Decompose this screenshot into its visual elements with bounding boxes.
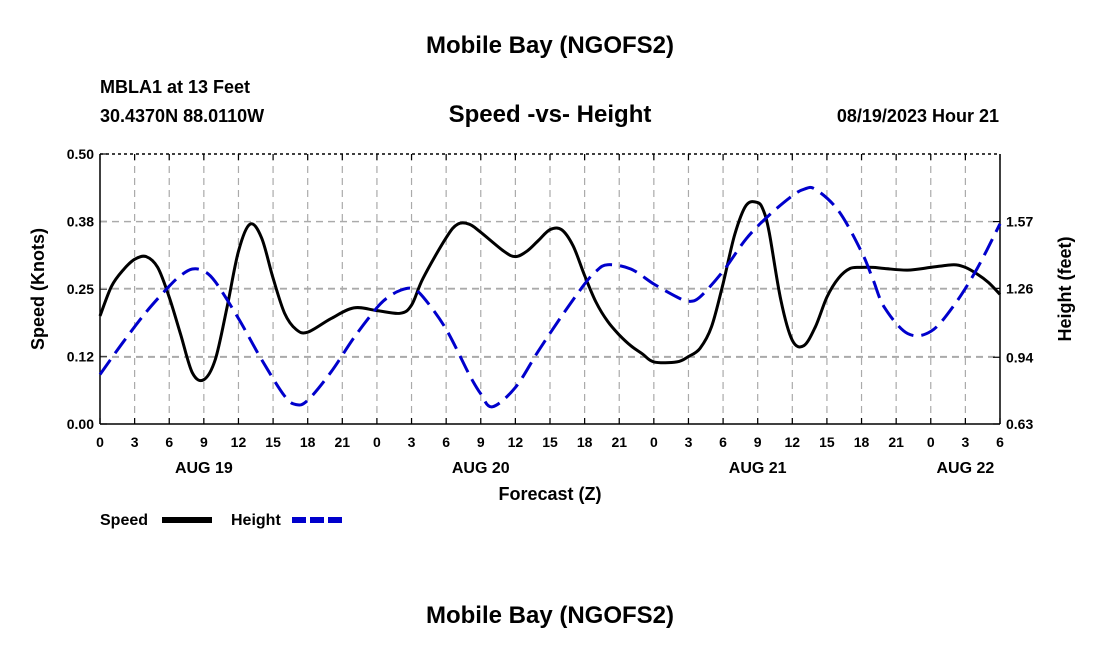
x-tick-label: 6	[719, 434, 727, 450]
x-tick-label: 12	[231, 434, 247, 450]
x-tick-label: 15	[265, 434, 281, 450]
x-tick-label: 0	[927, 434, 935, 450]
x-tick-label: 3	[961, 434, 969, 450]
page-title: Mobile Bay (NGOFS2)	[425, 32, 675, 59]
x-tick-label: 9	[200, 434, 208, 450]
x-date-label: AUG 20	[452, 460, 510, 477]
x-tick-label: 0	[373, 434, 381, 450]
y-tick-label-right: 0.63	[1006, 416, 1033, 432]
x-tick-label: 3	[131, 434, 139, 450]
x-tick-label: 21	[611, 434, 627, 450]
station-label: MBLA1 at 13 Feet	[100, 77, 251, 97]
y-axis-label-left: Speed (Knots)	[28, 228, 48, 350]
x-tick-label: 18	[300, 434, 316, 450]
y-tick-label-left: 0.25	[67, 281, 94, 297]
series-line-height	[98, 185, 1002, 409]
x-tick-label: 21	[888, 434, 904, 450]
x-tick-label: 15	[542, 434, 558, 450]
y-tick-label-right: 1.57	[1006, 214, 1033, 230]
x-date-label: AUG 22	[936, 460, 994, 477]
x-tick-label: 6	[165, 434, 173, 450]
x-tick-label: 12	[785, 434, 801, 450]
x-tick-label: 0	[650, 434, 658, 450]
y-tick-label-left: 0.38	[67, 214, 94, 230]
y-tick-label-left: 0.00	[67, 416, 94, 432]
x-tick-label: 3	[685, 434, 693, 450]
series-line-speed	[98, 200, 1002, 383]
coordinates-label: 30.4370N 88.0110W	[100, 106, 265, 126]
x-tick-label: 15	[819, 434, 835, 450]
y-tick-label-left: 0.50	[67, 146, 94, 162]
x-date-label: AUG 19	[175, 460, 233, 477]
x-tick-label: 18	[854, 434, 870, 450]
legend-label-height: Height	[231, 512, 281, 529]
y-axis-label-right: Height (feet)	[1055, 237, 1075, 342]
x-tick-label: 0	[96, 434, 104, 450]
x-tick-label: 3	[408, 434, 416, 450]
y-tick-label-right: 1.26	[1006, 280, 1033, 296]
x-tick-label: 9	[477, 434, 485, 450]
x-date-label: AUG 21	[729, 460, 787, 477]
y-tick-label-left: 0.12	[67, 349, 94, 365]
x-tick-label: 12	[508, 434, 524, 450]
x-tick-label: 6	[442, 434, 450, 450]
x-tick-label: 21	[335, 434, 351, 450]
y-tick-label-right: 0.94	[1006, 349, 1033, 365]
x-tick-label: 9	[754, 434, 762, 450]
footer-title: Mobile Bay (NGOFS2)	[425, 602, 675, 629]
x-tick-label: 6	[996, 434, 1004, 450]
legend-label-speed: Speed	[100, 512, 148, 529]
chart-title: Speed -vs- Height	[448, 101, 652, 128]
x-tick-label: 18	[577, 434, 593, 450]
timestamp-label: 08/19/2023 Hour 21	[836, 106, 999, 126]
x-axis-label: Forecast (Z)	[498, 484, 601, 504]
